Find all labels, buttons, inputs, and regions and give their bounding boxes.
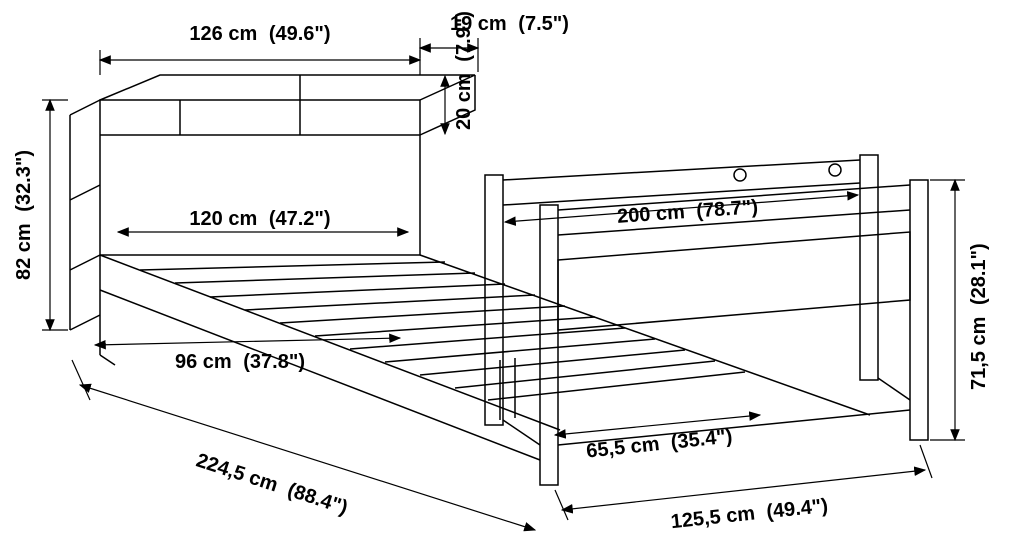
dimension-labels: 126 cm (49.6") 19 cm (7.5") 20 cm (7.9")… (13, 11, 990, 533)
dim-side-rail: 96 cm (37.8") (175, 351, 305, 373)
dim-total-length: 224,5 cm (88.4") (193, 449, 350, 519)
dim-mattress-width: 120 cm (47.2") (189, 208, 330, 230)
bed-diagram-svg: 126 cm (49.6") 19 cm (7.5") 20 cm (7.9")… (0, 0, 1020, 550)
dim-inner-footboard: 65,5 cm (35.4") (585, 425, 733, 462)
dim-headboard-opening: 20 cm (7.9") (453, 11, 475, 130)
bed-frame-drawing (70, 75, 928, 485)
dim-footboard-height: 71,5 cm (28.1") (968, 243, 990, 390)
dim-mattress-length: 200 cm (78.7") (616, 196, 758, 228)
dim-headboard-width: 126 cm (49.6") (189, 23, 330, 45)
dim-footboard-width: 125,5 cm (49.4") (670, 495, 829, 533)
dim-total-height: 82 cm (32.3") (13, 150, 35, 280)
diagram-root: 126 cm (49.6") 19 cm (7.5") 20 cm (7.9")… (0, 0, 1020, 550)
